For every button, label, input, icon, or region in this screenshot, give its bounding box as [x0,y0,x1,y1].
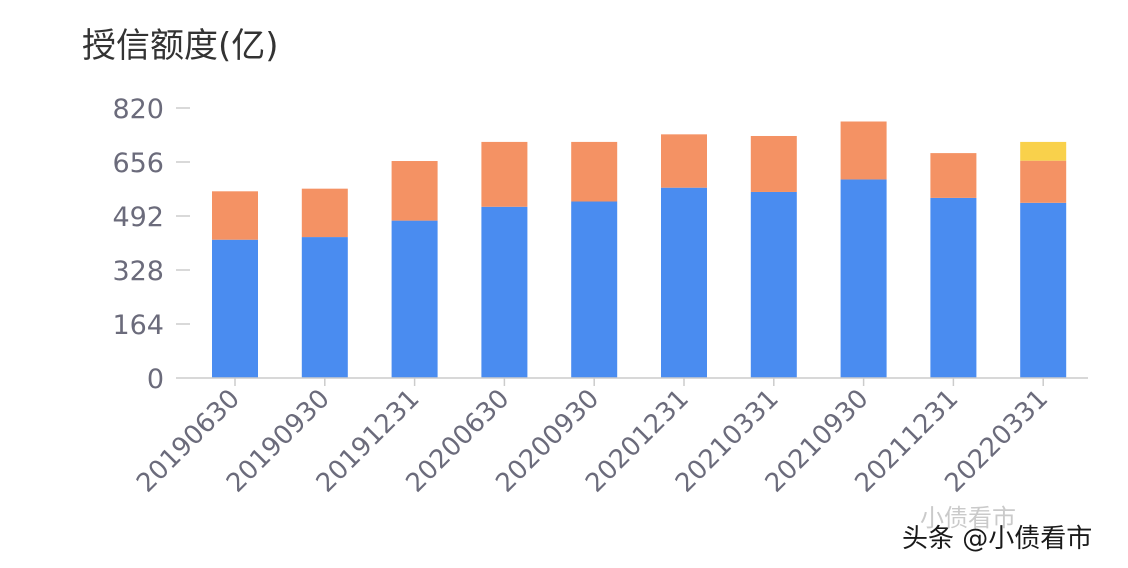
bar-20200630-series-2 [481,141,528,207]
bar-20190930-series-1 [301,237,348,378]
bar-20191231-series-2 [391,161,438,221]
watermark-text: 头条 @小债看市 [902,524,1093,554]
watermark-ghost: 小债看市 [920,504,1016,532]
bar-20201231-series-2 [661,134,707,188]
y-tick-label: 328 [112,256,164,287]
y-tick-label: 0 [147,364,164,395]
bar-20210331-series-2 [750,135,797,192]
bar-20210331-series-1 [750,191,797,378]
bar-20210930-series-1 [840,179,887,378]
bar-20220331-series-3 [1020,141,1067,161]
bar-20220331-series-1 [1020,202,1067,378]
bar-20191231-series-1 [391,220,438,378]
bar-20200930-series-1 [571,201,618,378]
y-tick-label: 820 [112,94,164,125]
bar-20190630-series-1 [212,239,258,378]
bar-20210930-series-2 [840,121,887,180]
bar-20190930-series-2 [301,188,348,238]
bar-20220331-series-2 [1020,160,1067,203]
y-tick-label: 492 [112,202,164,233]
bar-20211231-series-1 [930,197,977,378]
bar-20201231-series-1 [661,187,707,378]
bar-20200930-series-2 [571,141,618,202]
bar-20200630-series-1 [481,206,528,378]
bar-20211231-series-2 [930,153,977,198]
chart-title: 授信额度(亿) [82,26,279,66]
y-tick-label: 164 [112,310,164,341]
bar-20190630-series-2 [212,191,258,240]
y-tick-label: 656 [112,148,164,179]
